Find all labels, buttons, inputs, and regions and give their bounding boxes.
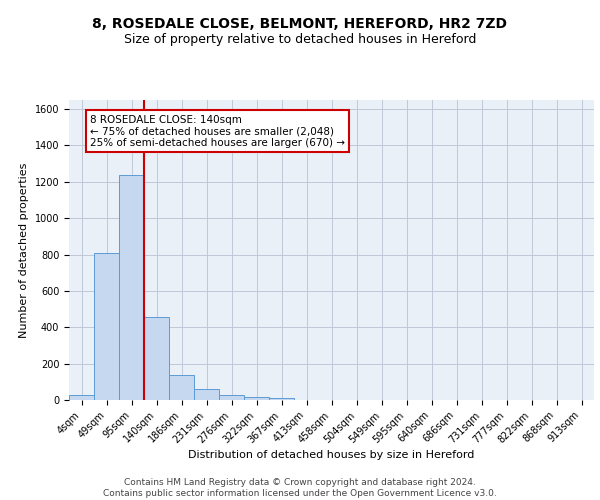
X-axis label: Distribution of detached houses by size in Hereford: Distribution of detached houses by size … bbox=[188, 450, 475, 460]
Text: 8 ROSEDALE CLOSE: 140sqm
← 75% of detached houses are smaller (2,048)
25% of sem: 8 ROSEDALE CLOSE: 140sqm ← 75% of detach… bbox=[90, 114, 345, 148]
Text: Contains HM Land Registry data © Crown copyright and database right 2024.
Contai: Contains HM Land Registry data © Crown c… bbox=[103, 478, 497, 498]
Bar bbox=[244, 398, 269, 400]
Bar bbox=[69, 396, 94, 400]
Bar bbox=[94, 252, 119, 400]
Text: Size of property relative to detached houses in Hereford: Size of property relative to detached ho… bbox=[124, 32, 476, 46]
Bar bbox=[169, 376, 194, 400]
Y-axis label: Number of detached properties: Number of detached properties bbox=[19, 162, 29, 338]
Bar bbox=[219, 396, 244, 400]
Bar bbox=[119, 174, 144, 400]
Bar bbox=[194, 389, 219, 400]
Bar bbox=[269, 398, 294, 400]
Text: 8, ROSEDALE CLOSE, BELMONT, HEREFORD, HR2 7ZD: 8, ROSEDALE CLOSE, BELMONT, HEREFORD, HR… bbox=[92, 18, 508, 32]
Bar bbox=[144, 318, 169, 400]
